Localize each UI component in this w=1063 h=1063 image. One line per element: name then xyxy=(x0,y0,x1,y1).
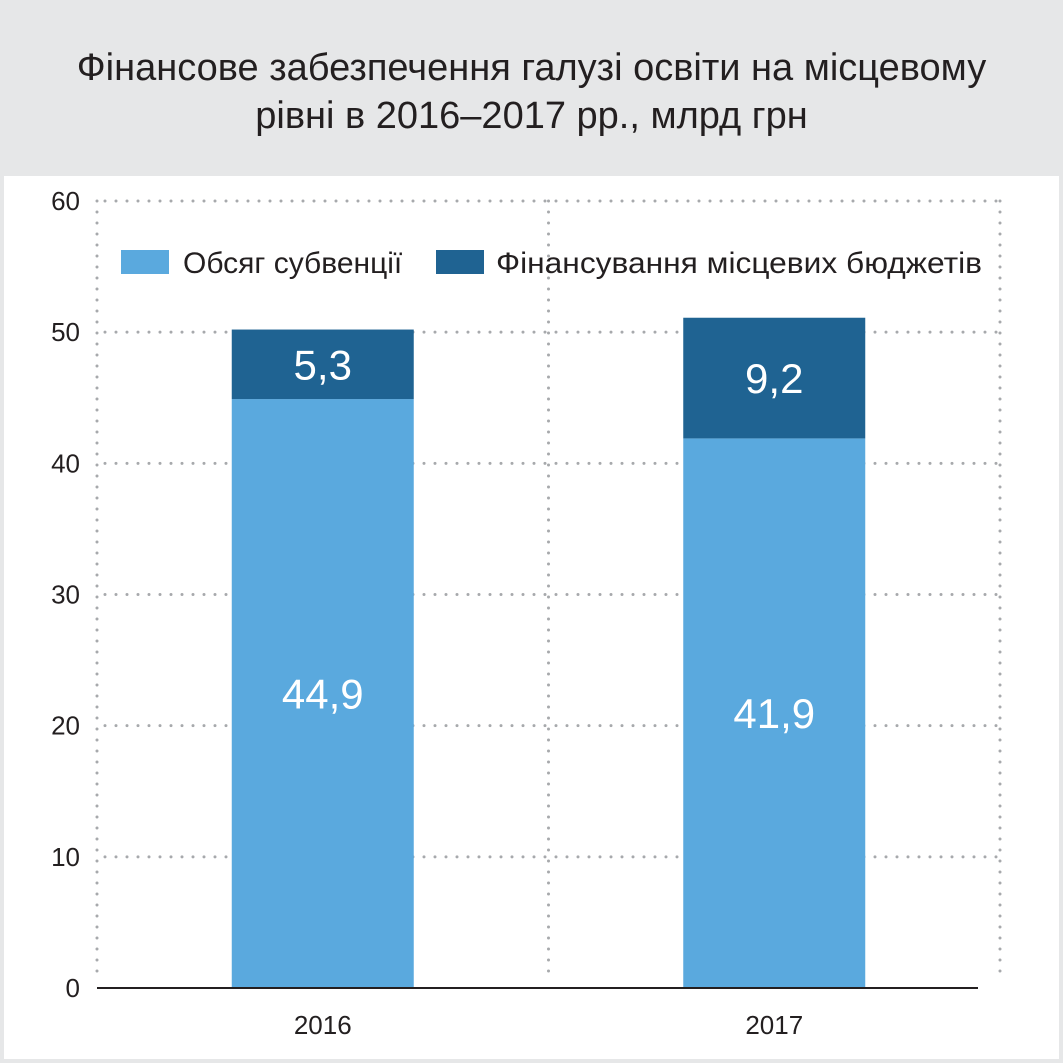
chart-title-line-1: Фінансове забезпечення галузі освіти на … xyxy=(76,47,987,89)
bar-segment-2017-local-budgets xyxy=(683,317,866,439)
y-tick-label: 10 xyxy=(51,842,80,872)
data-label-2016-subvention: 44,9 xyxy=(282,671,364,718)
y-tick-label: 60 xyxy=(51,186,80,216)
y-tick-label: 40 xyxy=(51,448,80,478)
chart-title: Фінансове забезпечення галузі освіти на … xyxy=(0,44,1063,140)
data-label-2017-local-budgets: 9,2 xyxy=(745,355,803,402)
x-tick-label-2016: 2016 xyxy=(294,1010,352,1040)
y-tick-label: 20 xyxy=(51,711,80,741)
bars: 44,9 5,3 41,9 9,2 xyxy=(231,317,866,989)
y-axis: 0 10 20 30 40 50 60 xyxy=(51,186,80,1003)
legend-swatch-local-budgets xyxy=(436,250,484,274)
legend: Обсяг субвенції Фінансування місцевих бю… xyxy=(121,247,982,280)
x-axis: 2016 2017 xyxy=(97,987,978,1040)
x-tick-label-2017: 2017 xyxy=(745,1010,803,1040)
data-label-2016-local-budgets: 5,3 xyxy=(294,341,352,388)
legend-label-local-budgets: Фінансування місцевих бюджетів xyxy=(496,247,982,280)
chart-title-line-2: рівні в 2016–2017 рр., млрд грн xyxy=(255,95,808,137)
y-tick-label: 50 xyxy=(51,317,80,347)
y-tick-label: 30 xyxy=(51,580,80,610)
data-label-2017-subvention: 41,9 xyxy=(733,690,815,737)
bar-segment-2017-subvention xyxy=(683,438,866,989)
chart-panel xyxy=(4,176,1059,1059)
legend-swatch-subvention xyxy=(121,250,169,274)
chart-header: Фінансове забезпечення галузі освіти на … xyxy=(0,0,1063,176)
bar-segment-2016-local-budgets xyxy=(231,329,414,400)
bar-segment-2016-subvention xyxy=(231,399,414,989)
legend-label-subvention: Обсяг субвенції xyxy=(183,247,403,280)
y-tick-label: 0 xyxy=(66,973,80,1003)
